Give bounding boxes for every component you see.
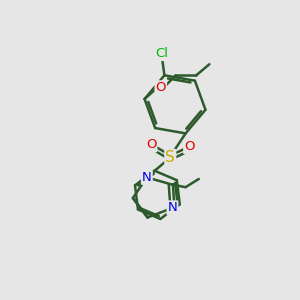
Text: S: S bbox=[165, 150, 175, 165]
Text: N: N bbox=[168, 201, 177, 214]
Text: O: O bbox=[184, 140, 195, 153]
Text: Cl: Cl bbox=[156, 47, 169, 60]
Text: O: O bbox=[155, 81, 166, 94]
Text: O: O bbox=[146, 138, 156, 152]
Text: N: N bbox=[142, 171, 152, 184]
